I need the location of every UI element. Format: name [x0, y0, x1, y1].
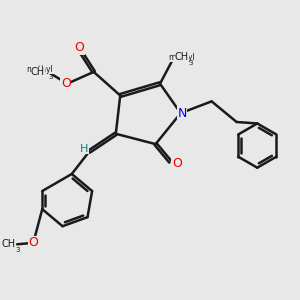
Text: H: H	[80, 143, 88, 154]
Text: O: O	[28, 236, 38, 249]
Text: methyl: methyl	[168, 53, 195, 62]
Text: N: N	[177, 107, 187, 120]
Text: O: O	[74, 41, 84, 54]
Text: O: O	[61, 77, 70, 90]
Text: CH: CH	[2, 239, 16, 249]
Text: methyl: methyl	[26, 65, 53, 74]
Text: 3: 3	[16, 247, 20, 253]
Text: 3: 3	[48, 74, 52, 80]
Text: 3: 3	[188, 59, 193, 65]
Text: CH: CH	[31, 67, 45, 77]
Text: CH: CH	[175, 52, 189, 62]
Text: O: O	[172, 157, 182, 170]
